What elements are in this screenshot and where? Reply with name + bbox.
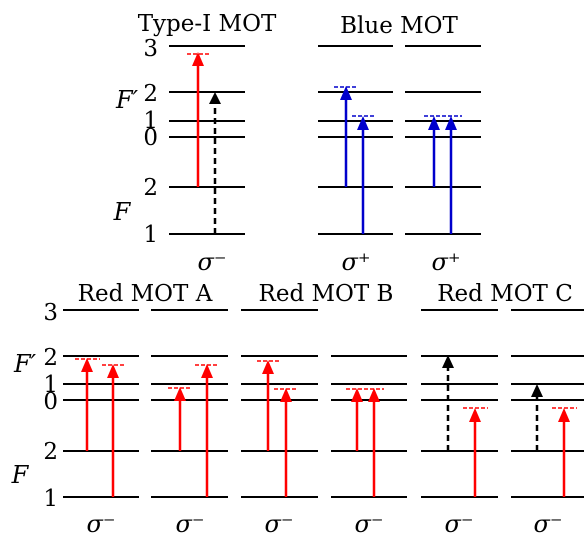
panel-red-mot-a-right-levels <box>151 309 228 498</box>
panel-red-mot-a-left-levels <box>63 309 139 498</box>
symbol-f: F <box>11 461 30 489</box>
symbol-f-prime: F′ <box>13 350 37 378</box>
arrowhead-red <box>558 408 570 422</box>
bottom-row: Red MOT A Red MOT B Red MOT C 3 2 1 0 2 … <box>11 281 584 537</box>
label-fprime-2: 2 <box>43 345 58 371</box>
polarization: σ⁻ <box>175 510 204 537</box>
arrowhead-red <box>262 360 274 374</box>
arrowhead-blue <box>445 116 457 130</box>
title-type-i-mot: Type-I MOT <box>138 11 277 37</box>
polarization: σ⁻ <box>533 510 562 537</box>
label-fprime-3: 3 <box>43 300 58 326</box>
arrowhead-red <box>201 364 213 378</box>
arrowhead-red <box>192 52 204 66</box>
label-f-1: 1 <box>43 486 58 512</box>
panel-blue-mot-right-levels <box>405 45 481 235</box>
label-fprime-0: 0 <box>143 125 158 151</box>
label-f-2: 2 <box>143 175 158 201</box>
polarization-type-i: σ⁻ <box>197 248 226 276</box>
arrowhead-red <box>351 388 363 402</box>
polarization: σ⁻ <box>354 510 383 537</box>
title-red-mot-a: Red MOT A <box>78 281 213 307</box>
panel-type-i-mot-levels <box>169 45 245 235</box>
panel-red-mot-c-left-levels <box>421 309 498 498</box>
label-f-1: 1 <box>143 222 158 248</box>
label-fprime-0: 0 <box>43 389 58 415</box>
label-fprime-1: 1 <box>43 372 58 398</box>
arrowhead-blue <box>357 116 369 130</box>
arrowhead-red <box>368 388 380 402</box>
polarization: σ⁻ <box>86 510 115 537</box>
polarization-blue-right: σ⁺ <box>431 248 460 276</box>
label-fprime-3: 3 <box>143 36 158 62</box>
arrowhead-red <box>174 387 186 401</box>
label-fprime-2: 2 <box>143 81 158 107</box>
title-red-mot-c: Red MOT C <box>437 281 573 307</box>
polarization: σ⁻ <box>444 510 473 537</box>
title-blue-mot: Blue MOT <box>340 13 458 39</box>
label-fprime-1: 1 <box>143 108 158 134</box>
title-red-mot-b: Red MOT B <box>259 281 394 307</box>
arrowhead-black <box>209 92 221 104</box>
polarization-blue-left: σ⁺ <box>341 248 370 276</box>
arrowhead-blue <box>428 116 440 130</box>
symbol-f: F <box>113 198 132 226</box>
arrowhead-black <box>442 355 454 368</box>
panel-blue-mot-levels <box>318 45 393 235</box>
panel-red-mot-b-right-levels <box>331 355 407 498</box>
arrowhead-blue <box>340 86 352 100</box>
label-f-2: 2 <box>43 439 58 465</box>
panel-red-mot-c-right-levels <box>511 309 584 498</box>
top-row: Type-I MOT Blue MOT 3 2 1 0 2 1 F′ F σ⁻ <box>113 11 481 276</box>
polarization: σ⁻ <box>264 510 293 537</box>
arrowhead-red <box>81 358 93 372</box>
panel-red-mot-b-left-levels <box>241 309 318 498</box>
arrowhead-black <box>531 384 543 397</box>
symbol-f-prime: F′ <box>115 86 139 114</box>
arrowhead-red <box>107 364 119 378</box>
arrowhead-red <box>280 388 292 402</box>
arrowhead-red <box>469 408 481 422</box>
